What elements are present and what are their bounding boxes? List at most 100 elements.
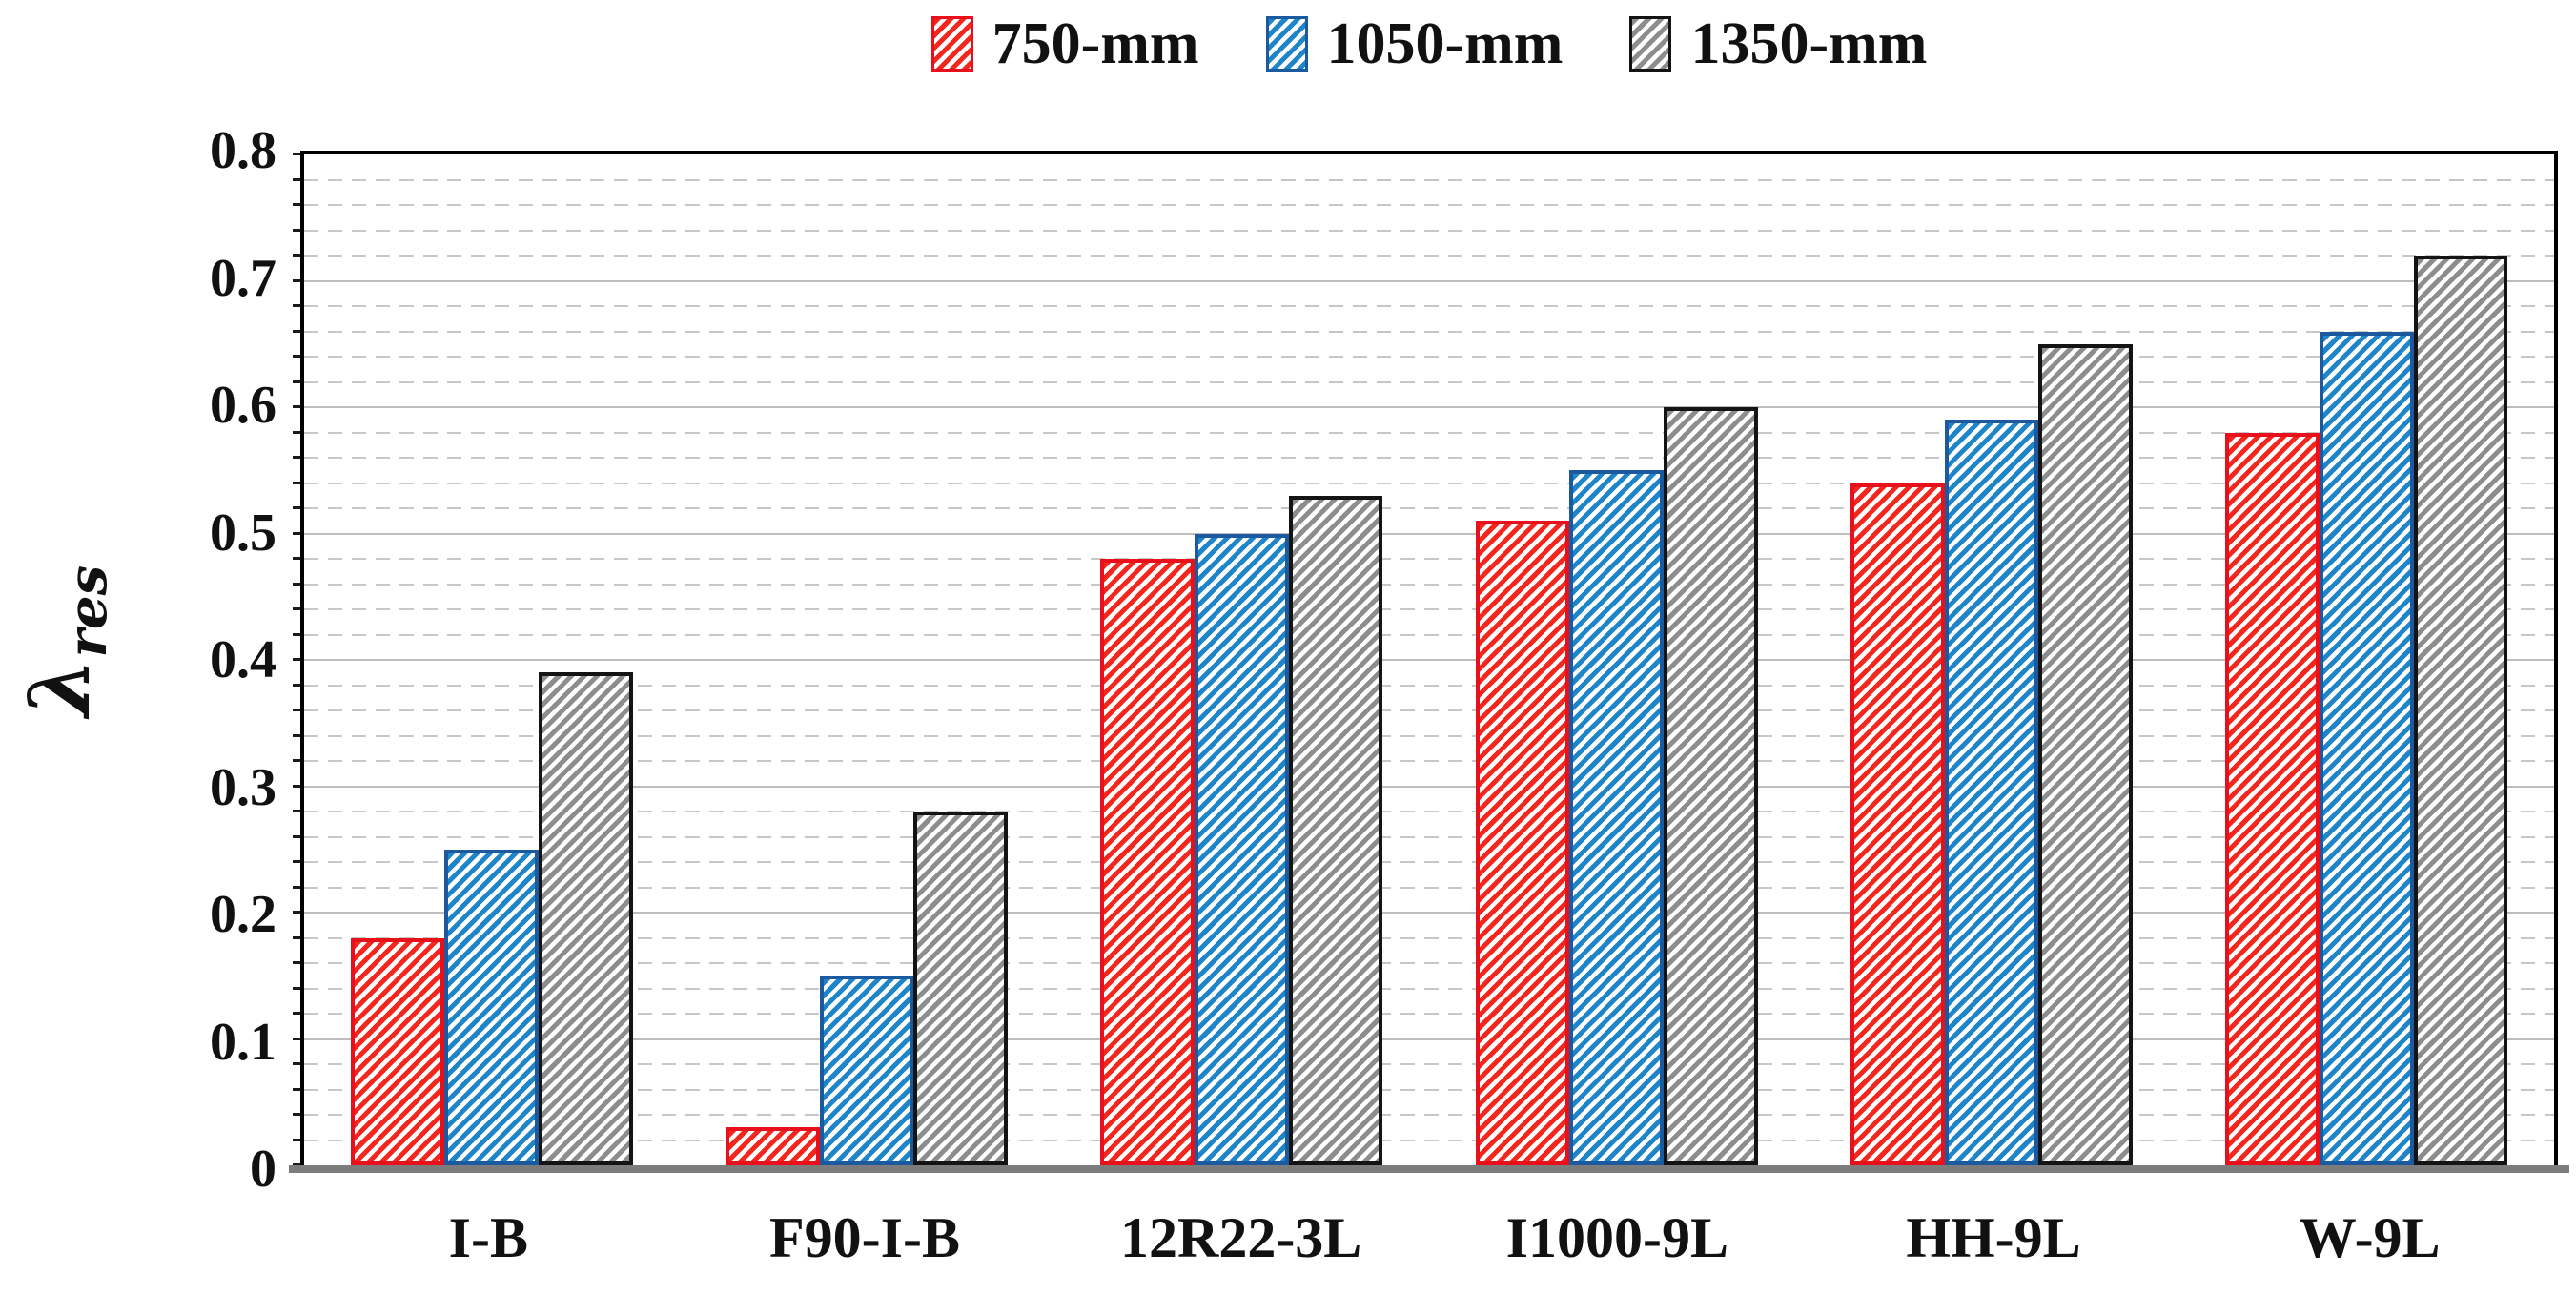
bar-750-mm-W-9L	[2225, 432, 2320, 1165]
y-axis-tick	[293, 557, 300, 560]
bar-750-mm-I-B	[350, 937, 445, 1165]
y-axis-tick	[293, 1087, 300, 1091]
y-axis-tick-label: 0.3	[210, 757, 276, 817]
minor-gridline	[304, 684, 2554, 687]
legend-marker-1050mm	[1265, 16, 1308, 72]
y-axis-tick-label: 0	[250, 1140, 276, 1199]
y-axis-tick	[293, 1163, 300, 1166]
y-axis-tick	[293, 456, 300, 459]
y-axis-tick	[293, 658, 300, 661]
y-axis-tick	[293, 304, 300, 307]
legend-label-1350mm: 1350-mm	[1690, 11, 1928, 76]
minor-gridline	[304, 583, 2554, 586]
y-axis-tick	[293, 1138, 300, 1141]
y-axis-tick	[293, 834, 300, 838]
minor-gridline	[304, 431, 2554, 434]
y-axis-tick-label: 0.2	[210, 885, 276, 944]
y-axis-tick	[293, 1012, 300, 1015]
minor-gridline	[304, 457, 2554, 459]
y-axis-tick	[293, 607, 300, 610]
y-axis-tick	[293, 961, 300, 964]
y-axis-tick	[293, 531, 300, 535]
minor-gridline	[304, 305, 2554, 307]
x-axis-label: HH-9L	[1906, 1206, 2081, 1269]
x-axis-labels: I-B F90-I-B 12R22-3L I1000-9L HH-9L W-9L	[300, 1209, 2558, 1266]
x-axis-label: I1000-9L	[1505, 1206, 1729, 1269]
y-axis-tick	[293, 784, 300, 788]
bar-1350-mm-HH-9L	[2038, 343, 2134, 1165]
y-axis-tick	[293, 506, 300, 509]
minor-gridline	[304, 255, 2554, 257]
y-axis-tick	[293, 632, 300, 636]
minor-gridline	[304, 507, 2554, 509]
y-axis-tick	[293, 810, 300, 812]
major-gridline	[304, 532, 2554, 535]
bar-750-mm-12R22-3L	[1100, 559, 1195, 1165]
y-axis-tick	[293, 355, 300, 358]
minor-gridline	[304, 734, 2554, 737]
y-axis-tick	[293, 709, 300, 711]
bar-1050-mm-W-9L	[2319, 331, 2414, 1165]
minor-gridline	[304, 987, 2554, 990]
y-axis-tick	[293, 405, 300, 408]
y-axis-tick-label: 0.8	[210, 121, 276, 180]
bar-1350-mm-12R22-3L	[1288, 495, 1383, 1165]
plot-area	[289, 151, 2569, 1173]
minor-gridline	[304, 811, 2554, 812]
minor-gridline	[304, 482, 2554, 484]
minor-gridline	[304, 861, 2554, 863]
y-axis-tick	[293, 329, 300, 333]
major-gridline	[304, 912, 2554, 914]
minor-gridline	[304, 886, 2554, 889]
y-axis-tick	[293, 885, 300, 889]
y-axis-tick	[293, 759, 300, 762]
y-axis-tick	[293, 582, 300, 586]
y-axis-tick	[293, 228, 300, 232]
y-axis-tick	[293, 254, 300, 257]
major-gridline	[304, 1038, 2554, 1040]
bar-750-mm-F90-I-B	[725, 1127, 820, 1165]
y-axis-tick	[293, 935, 300, 939]
y-axis-tick-label: 0.1	[210, 1012, 276, 1072]
minor-gridline	[304, 356, 2554, 358]
minor-gridline	[304, 380, 2554, 383]
minor-gridline	[304, 962, 2554, 964]
bar-1050-mm-F90-I-B	[819, 976, 914, 1165]
major-gridline	[304, 659, 2554, 661]
minor-gridline	[304, 204, 2554, 206]
x-axis-label: W-9L	[2299, 1206, 2441, 1269]
bar-750-mm-I1000-9L	[1475, 521, 1570, 1165]
y-axis-tick	[293, 911, 300, 914]
minor-gridline	[304, 229, 2554, 232]
minor-gridline	[304, 178, 2554, 181]
minor-gridline	[304, 835, 2554, 838]
legend-label-1050mm: 1050-mm	[1326, 11, 1564, 76]
y-axis-tick	[293, 203, 300, 206]
legend: 750-mm 1050-mm 1350-mm	[300, 6, 2558, 82]
y-axis-tick	[293, 278, 300, 282]
y-axis-tick	[293, 860, 300, 863]
bar-1050-mm-I1000-9L	[1569, 470, 1665, 1165]
y-axis-tick	[293, 1113, 300, 1116]
x-axis-label: I-B	[448, 1206, 529, 1269]
y-axis-tick	[293, 153, 300, 155]
x-axis-baseline	[289, 1165, 2569, 1173]
bar-1050-mm-12R22-3L	[1194, 533, 1289, 1165]
minor-gridline	[304, 709, 2554, 711]
y-axis-tick-label: 0.6	[210, 376, 276, 435]
y-axis-tick-label: 0.5	[210, 503, 276, 563]
legend-marker-1350mm	[1629, 16, 1672, 72]
minor-gridline	[304, 760, 2554, 762]
y-axis-tick	[293, 1062, 300, 1065]
y-axis-tick	[293, 986, 300, 990]
minor-gridline	[304, 330, 2554, 333]
y-axis-tick	[293, 733, 300, 737]
major-gridline	[304, 406, 2554, 408]
legend-marker-750mm	[930, 16, 973, 72]
minor-gridline	[304, 1013, 2554, 1015]
y-axis-tick-label: 0.7	[210, 248, 276, 308]
bar-1050-mm-I-B	[444, 849, 540, 1165]
minor-gridline	[304, 558, 2554, 560]
y-axis-tick	[293, 1037, 300, 1040]
